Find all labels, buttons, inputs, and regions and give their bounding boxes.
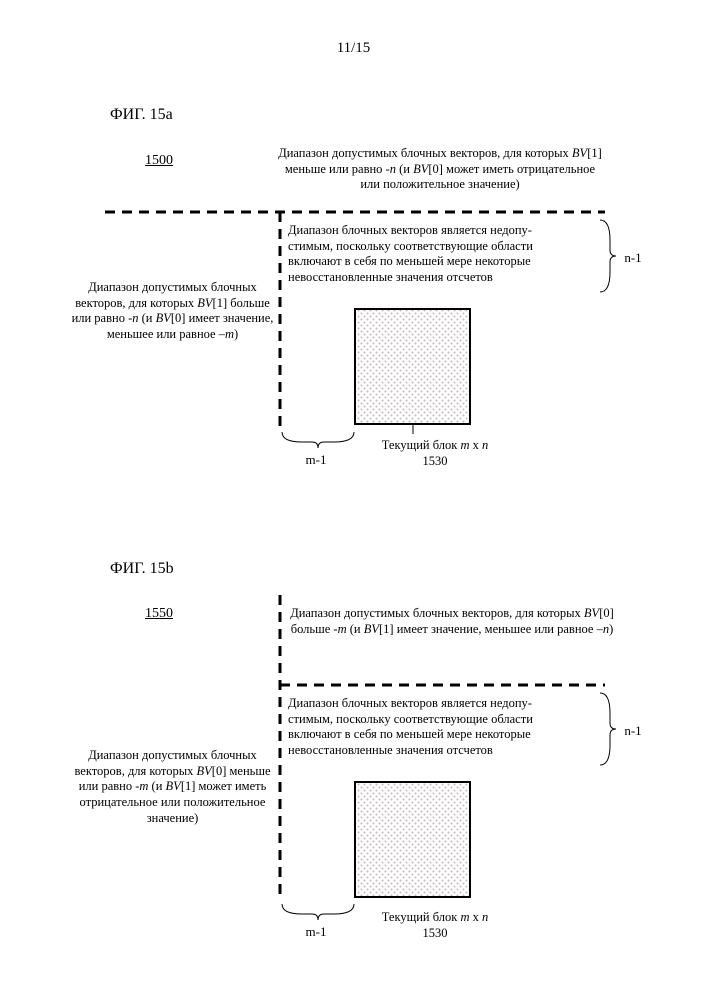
fig-b-svg	[0, 0, 707, 1000]
fig-b-n-label: n-1	[618, 723, 648, 739]
fig-b-block-label: Текущий блок m x n1530	[360, 910, 510, 941]
fig-b-m-label: m-1	[296, 924, 336, 940]
